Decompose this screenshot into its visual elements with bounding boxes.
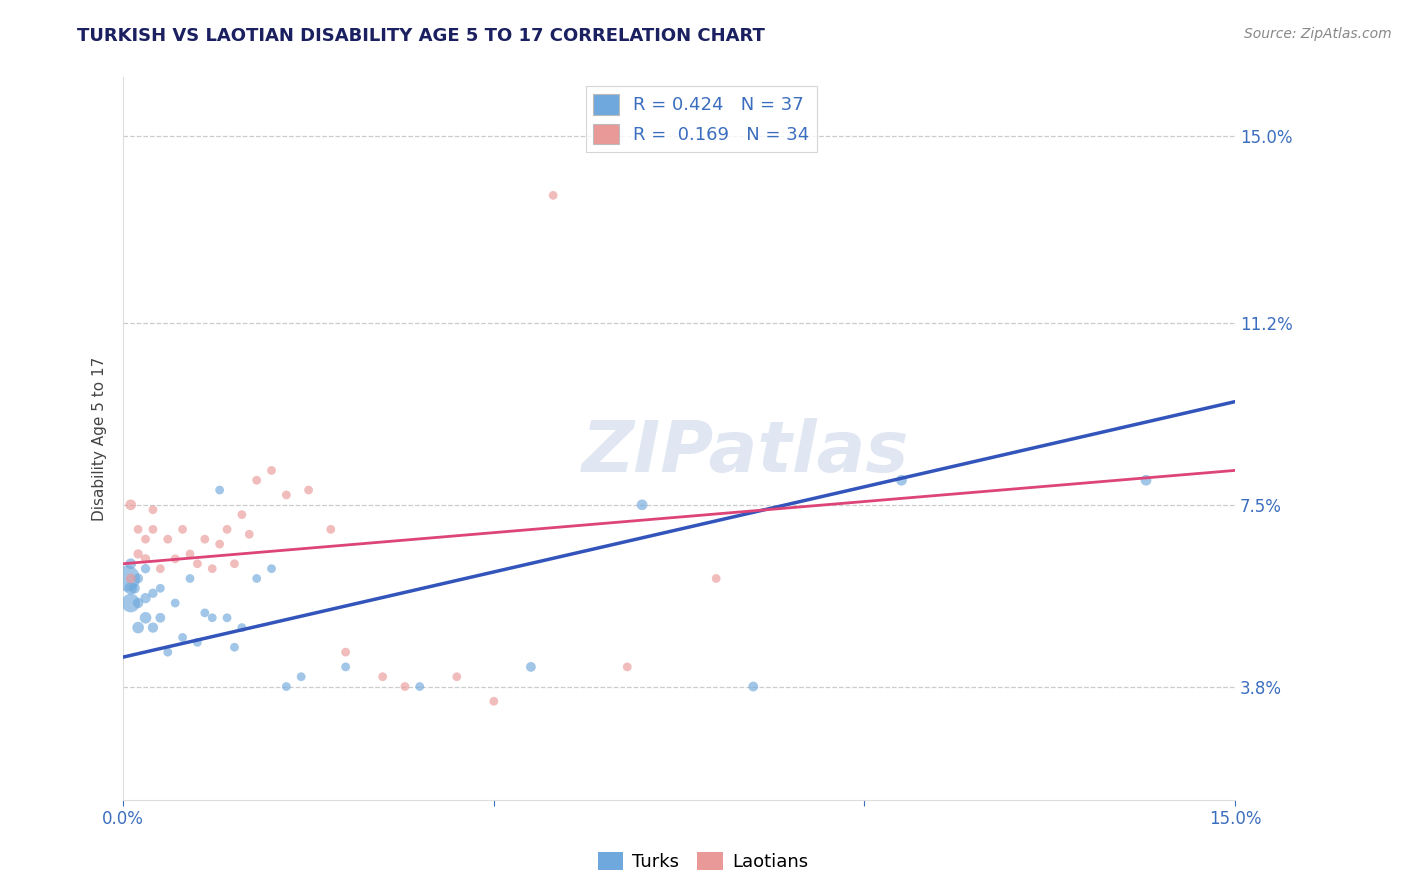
Point (1135, 473, 1157, 487)
Text: ZIPatlas: ZIPatlas (582, 418, 910, 487)
Point (135, 591, 157, 606)
Point (115, 572, 138, 586)
Point (120, 557, 142, 571)
Point (201, 562, 224, 576)
Point (890, 473, 912, 487)
Point (616, 660, 638, 674)
Point (172, 522, 194, 536)
Point (224, 557, 246, 571)
Point (446, 670, 468, 684)
Point (165, 551, 187, 566)
Point (179, 572, 201, 586)
Point (260, 463, 283, 477)
Point (215, 611, 238, 625)
Point (194, 532, 217, 546)
Point (135, 562, 157, 576)
Point (276, 680, 298, 694)
Point (186, 557, 208, 571)
Point (142, 522, 165, 536)
Point (135, 611, 157, 625)
Point (208, 483, 231, 497)
Point (127, 522, 149, 536)
Point (371, 670, 394, 684)
Point (631, 498, 654, 512)
Point (541, 188, 564, 202)
Point (120, 596, 142, 610)
Point (135, 532, 157, 546)
Point (142, 502, 165, 516)
Point (394, 680, 416, 694)
Point (319, 522, 342, 536)
Point (482, 694, 505, 708)
Point (165, 596, 187, 610)
Point (704, 572, 727, 586)
Point (142, 586, 165, 600)
Point (149, 582, 172, 596)
Point (231, 508, 253, 522)
Point (208, 537, 231, 551)
Point (156, 645, 179, 659)
Point (297, 483, 319, 497)
Y-axis label: Disability Age 5 to 17: Disability Age 5 to 17 (93, 357, 107, 521)
Point (127, 572, 149, 586)
Point (120, 572, 142, 586)
Point (120, 582, 142, 596)
Point (276, 488, 298, 502)
Point (120, 498, 142, 512)
Point (409, 680, 432, 694)
Point (124, 582, 146, 596)
Point (231, 621, 253, 635)
Point (335, 645, 357, 659)
Text: TURKISH VS LAOTIAN DISABILITY AGE 5 TO 17 CORRELATION CHART: TURKISH VS LAOTIAN DISABILITY AGE 5 TO 1… (77, 27, 765, 45)
Point (127, 621, 149, 635)
Point (238, 527, 260, 541)
Point (215, 522, 238, 536)
Point (520, 660, 543, 674)
Text: Source: ZipAtlas.com: Source: ZipAtlas.com (1244, 27, 1392, 41)
Point (127, 596, 149, 610)
Point (179, 547, 201, 561)
Point (186, 635, 208, 649)
Point (201, 611, 224, 625)
Legend: Turks, Laotians: Turks, Laotians (591, 845, 815, 879)
Point (172, 631, 194, 645)
Point (156, 532, 179, 546)
Legend: R = 0.424   N = 37, R =  0.169   N = 34: R = 0.424 N = 37, R = 0.169 N = 34 (586, 87, 817, 152)
Point (290, 670, 312, 684)
Point (260, 562, 283, 576)
Point (335, 660, 357, 674)
Point (149, 611, 172, 625)
Point (142, 621, 165, 635)
Point (135, 551, 157, 566)
Point (149, 562, 172, 576)
Point (194, 606, 217, 620)
Point (246, 572, 269, 586)
Point (246, 473, 269, 487)
Point (224, 640, 246, 655)
Point (127, 547, 149, 561)
Point (742, 680, 765, 694)
